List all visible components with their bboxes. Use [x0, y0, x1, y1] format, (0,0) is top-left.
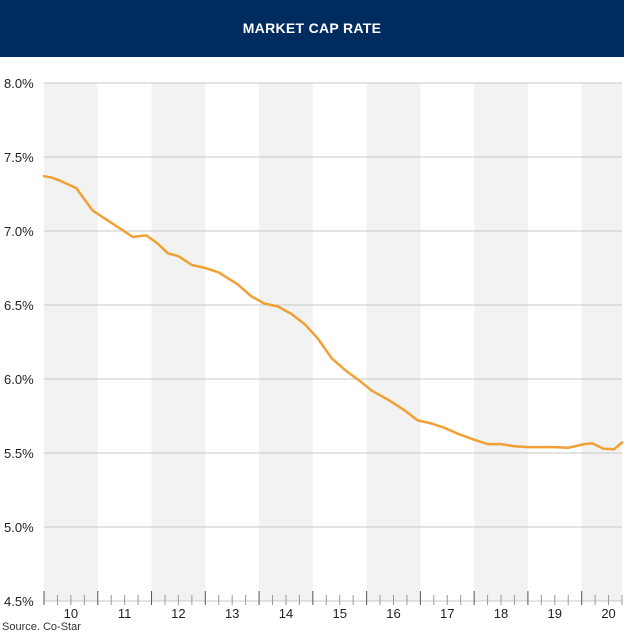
y-tick-label: 7.0% — [4, 224, 34, 239]
y-tick-label: 6.5% — [4, 298, 34, 313]
cap-rate-line — [42, 174, 624, 451]
x-tick-label: 14 — [279, 606, 293, 621]
x-tick-label: 20 — [601, 606, 615, 621]
chart-header: MARKET CAP RATE — [0, 0, 624, 57]
year-band — [366, 83, 421, 601]
y-tick-label: 7.5% — [4, 150, 34, 165]
x-tick-label: 16 — [386, 606, 400, 621]
x-tick-label: 17 — [440, 606, 454, 621]
y-tick-label: 8.0% — [4, 76, 34, 91]
year-band — [581, 83, 622, 601]
source-note: Source. Co-Star — [2, 621, 81, 633]
cap-rate-chart: 8.0% 7.5% 7.0% 6.5% 6.0% 5.5% 5.0% 4.5% 10 11 12 13… — [4, 76, 624, 621]
x-tick-label: 15 — [332, 606, 346, 621]
year-band — [44, 83, 98, 601]
year-band — [259, 83, 313, 601]
chart-title: MARKET CAP RATE — [242, 20, 382, 36]
y-tick-label: 4.5% — [4, 594, 34, 609]
x-tick-label: 18 — [494, 606, 508, 621]
y-tick-label: 5.5% — [4, 446, 34, 461]
y-tick-label: 5.0% — [4, 520, 34, 535]
x-tick-label: 11 — [118, 606, 132, 621]
x-tick-label: 10 — [64, 606, 78, 621]
year-band — [151, 83, 206, 601]
year-band — [474, 83, 528, 601]
x-tick-label: 19 — [548, 606, 562, 621]
y-tick-label: 6.0% — [4, 372, 34, 387]
x-tick-label: 13 — [225, 606, 239, 621]
x-tick-label: 12 — [171, 606, 185, 621]
